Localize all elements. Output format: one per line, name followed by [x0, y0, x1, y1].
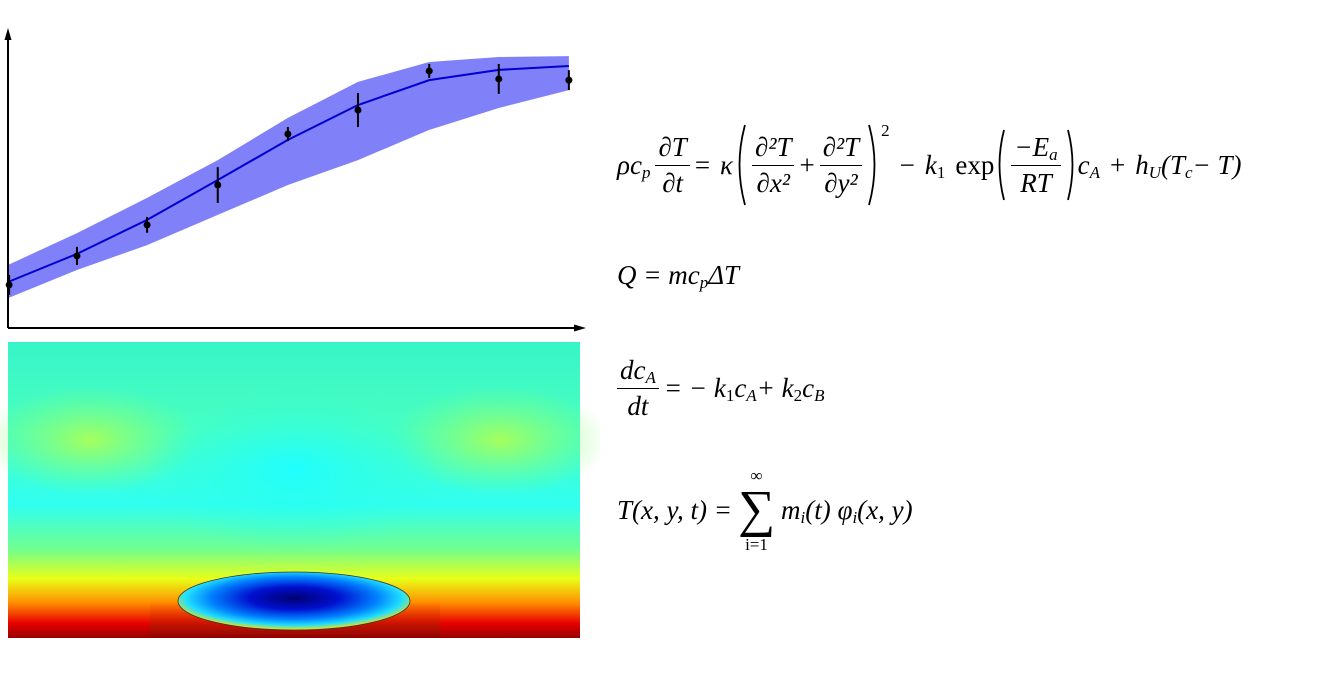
equation-token: =	[694, 149, 711, 180]
equation-token: ∞	[750, 466, 763, 485]
equation-token: h	[1135, 149, 1149, 180]
equation-token: A	[1089, 163, 1100, 182]
equation-token: 1	[936, 163, 946, 182]
fraction: −Ea RT	[1011, 131, 1061, 199]
fraction: ∂T ∂t	[655, 132, 690, 199]
fraction: ∂²T ∂y²	[819, 132, 863, 199]
axis-arrow	[574, 324, 586, 332]
equation-token: RT	[1020, 167, 1052, 198]
data-point	[143, 221, 151, 229]
data-point	[5, 281, 13, 289]
equation-token: m	[781, 494, 801, 525]
equation-token: +	[799, 149, 815, 180]
fraction: ∂²T ∂x²	[752, 132, 795, 199]
figure	[0, 28, 600, 638]
equation-token: 1	[725, 386, 735, 405]
equation: Q = mc p ΔT	[617, 255, 739, 295]
equation-token: A	[746, 386, 757, 405]
equation-token: i=1	[745, 535, 768, 554]
equation-token: p	[699, 273, 709, 292]
layout: dcA	[617, 355, 659, 389]
data-point	[214, 181, 222, 189]
paren	[868, 124, 876, 206]
equation-token: exp	[955, 149, 995, 180]
equation-token: ∂T	[655, 132, 690, 166]
equation-token: T(x, y, t) =	[617, 494, 732, 525]
equation-token: p	[641, 163, 651, 182]
equation-token: ∂y²	[824, 167, 858, 198]
data-point	[73, 252, 81, 260]
equation-token: ∂x²	[756, 167, 790, 198]
equation-token: κ	[720, 149, 734, 180]
data-point	[425, 67, 433, 75]
data-point	[284, 130, 292, 138]
equation-token: ∂²T	[819, 132, 863, 166]
summation: ∞ ∑ i=1	[738, 467, 775, 553]
equation-token: dc	[620, 354, 646, 385]
equation-token: c	[1184, 163, 1193, 182]
axes	[4, 28, 586, 332]
equation-token: (x, y)	[857, 494, 913, 525]
heatmap-inclusion	[177, 571, 411, 631]
data-point	[354, 106, 362, 114]
equation-token: (T	[1160, 149, 1185, 180]
equation-token: A	[645, 367, 656, 387]
layout	[999, 129, 1006, 201]
equation-token: −	[899, 149, 915, 180]
equation-token: B	[814, 386, 825, 405]
equation-token: + k	[756, 372, 794, 403]
equation-token: i	[852, 508, 858, 527]
equation-token: ρc	[617, 149, 642, 180]
heatmap	[0, 342, 600, 638]
equation-token: c	[802, 372, 815, 403]
paren	[738, 124, 746, 206]
equation-token: ∂t	[662, 167, 684, 198]
equation-token: − T)	[1192, 149, 1242, 180]
confidence-band	[8, 56, 569, 299]
equation-token: Q = mc	[617, 259, 700, 290]
equation-token: ∑	[737, 481, 776, 538]
equation-token: +	[1109, 149, 1126, 180]
layout	[868, 124, 876, 206]
equation-token: −E	[1014, 131, 1050, 162]
equation-token: i	[800, 508, 806, 527]
equation-token: 2	[881, 121, 890, 140]
heatmap-region	[144, 390, 444, 550]
equation-token: U	[1148, 163, 1161, 182]
equation-token: a	[1049, 144, 1058, 164]
equation-token: = − k	[663, 372, 726, 403]
data-point	[495, 75, 503, 83]
fraction: dcA dt	[617, 355, 659, 422]
equation-token: c	[1077, 149, 1090, 180]
equation-token: 2	[793, 386, 803, 405]
data-point	[565, 76, 573, 84]
equation-token: k	[924, 149, 937, 180]
equation-token: dt	[627, 390, 649, 421]
layout	[1066, 129, 1073, 201]
layout	[738, 124, 746, 206]
equation-token: c	[734, 372, 747, 403]
layout: −Ea	[1011, 131, 1061, 166]
axis-arrow	[4, 28, 12, 40]
equation-token: ∂²T	[752, 132, 795, 166]
paren	[1066, 129, 1073, 201]
paren	[999, 129, 1006, 201]
equation-token: ΔT	[708, 259, 740, 290]
equation-token: (t) φ	[805, 494, 853, 525]
